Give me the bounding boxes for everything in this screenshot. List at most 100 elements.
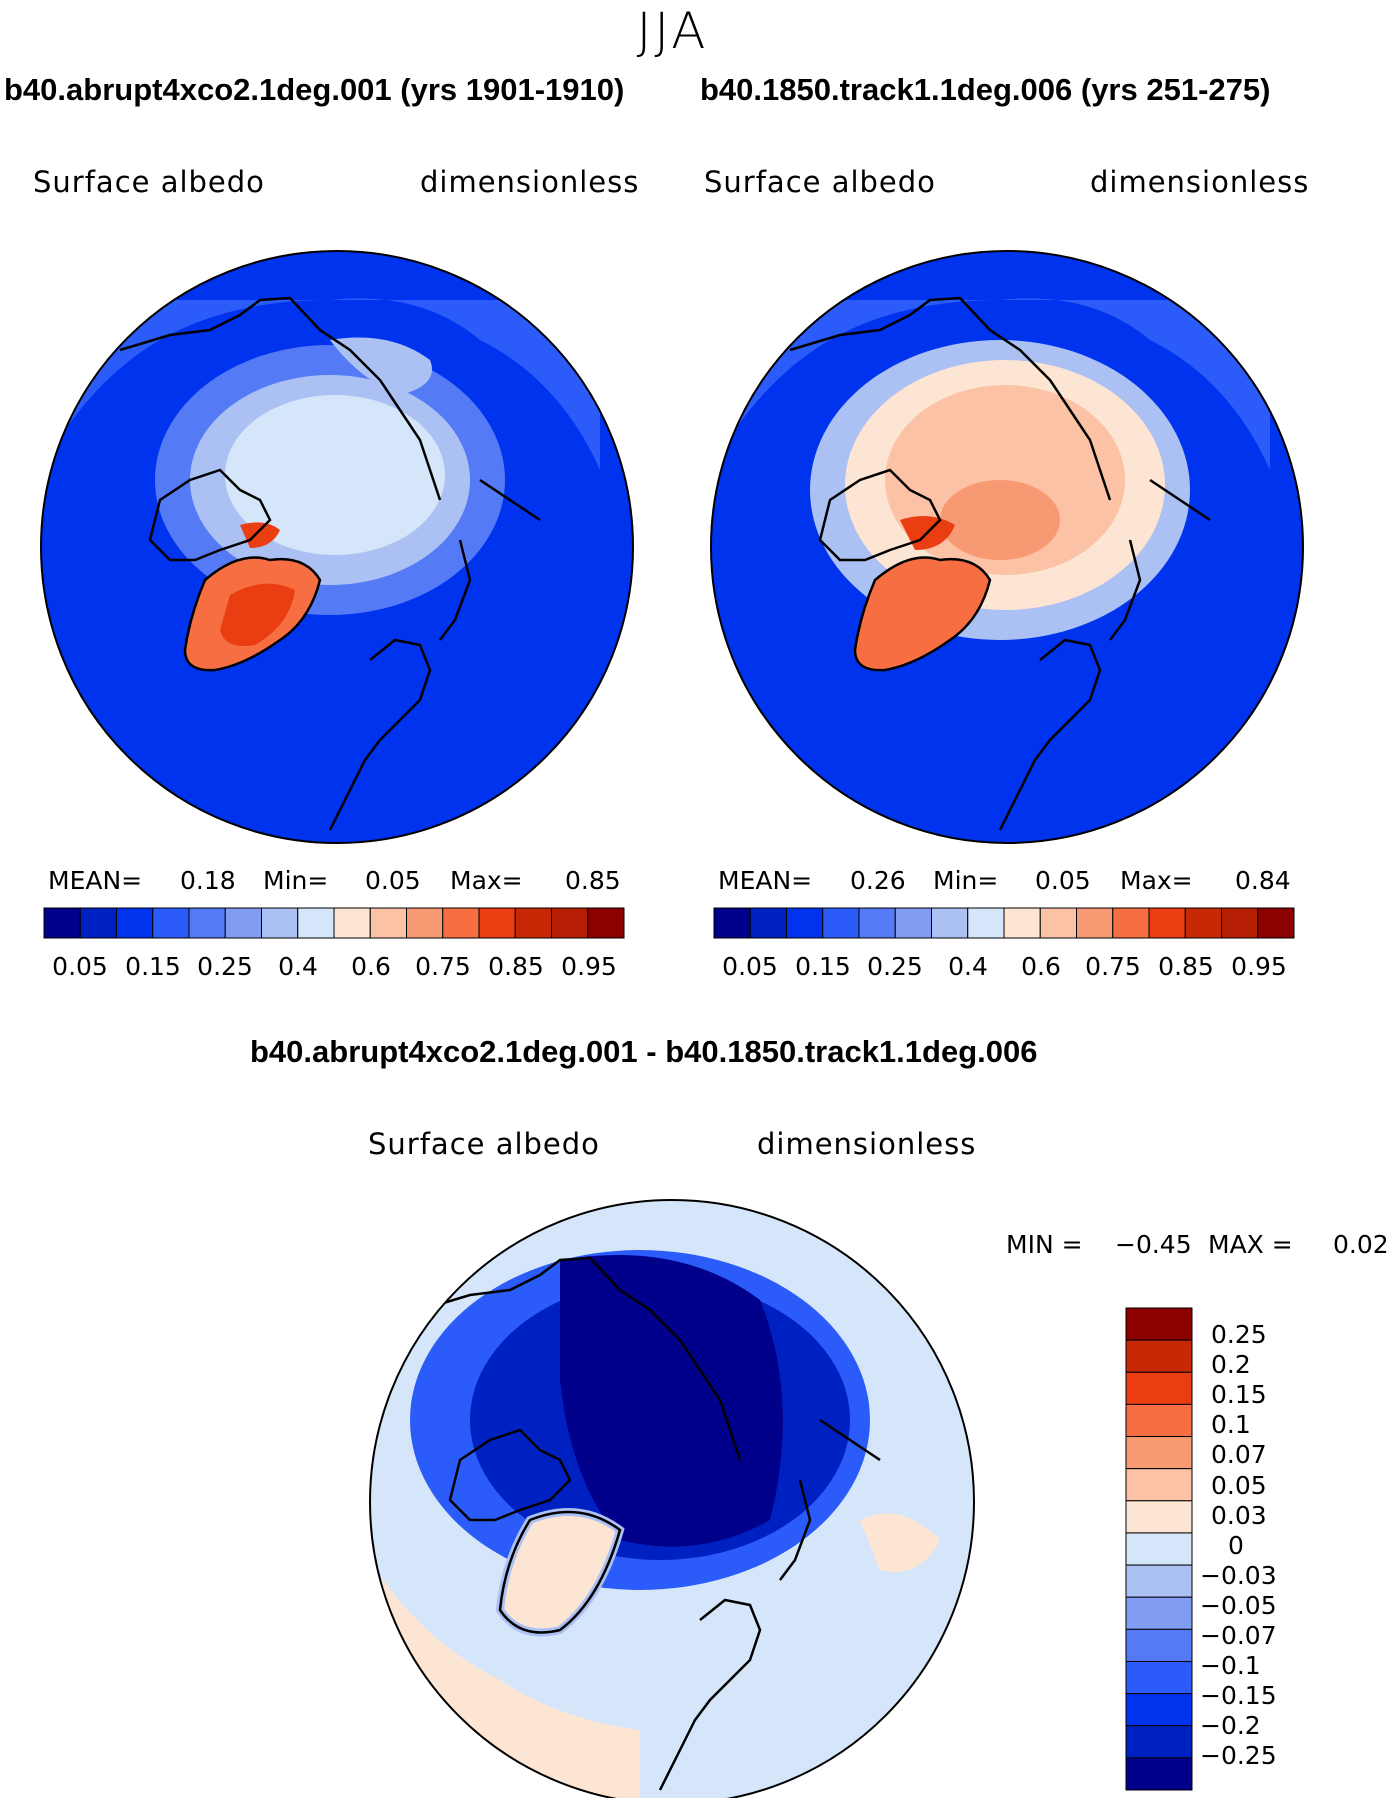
colorbar-segment bbox=[967, 907, 1005, 939]
panel2-max-label: Max= bbox=[1120, 866, 1193, 895]
panel1-title: b40.abrupt4xco2.1deg.001 (yrs 1901-1910) bbox=[4, 72, 625, 107]
panel1-mean-label: MEAN= bbox=[48, 866, 143, 895]
panel1-coast-russia bbox=[439, 478, 541, 641]
diff-tick: −0.15 bbox=[1200, 1681, 1277, 1710]
diff-tick: 0.07 bbox=[1211, 1440, 1267, 1469]
diff-max-label: MAX = bbox=[1208, 1230, 1293, 1259]
panel2-map-border bbox=[710, 250, 1304, 844]
panel1-coast-europe bbox=[328, 638, 432, 831]
colorbar-segment bbox=[261, 907, 299, 939]
panel2-tick: 0.75 bbox=[1085, 952, 1141, 981]
colorbar-segment bbox=[333, 907, 371, 939]
panel1-tick: 0.6 bbox=[351, 952, 391, 981]
panel2-coast-canada bbox=[818, 468, 942, 562]
colorbar-segment bbox=[822, 907, 860, 939]
diff-min-value: −0.45 bbox=[1115, 1230, 1192, 1259]
panel1-greenland-core bbox=[220, 583, 295, 646]
panel1-siberia-white bbox=[330, 337, 432, 395]
colorbar-segment bbox=[1221, 907, 1259, 939]
season-title: JJA bbox=[636, 2, 709, 60]
panel1-units: dimensionless bbox=[420, 165, 640, 199]
panel2-variable: Surface albedo bbox=[704, 165, 936, 199]
diff-coast-canada bbox=[448, 1428, 572, 1522]
panel1-min-label: Min= bbox=[263, 866, 329, 895]
panel1-tick: 0.25 bbox=[197, 952, 253, 981]
colorbar-segment bbox=[1125, 1757, 1193, 1791]
colorbar-segment bbox=[1125, 1403, 1193, 1438]
colorbar-segment bbox=[1125, 1436, 1193, 1470]
panel1-mean-value: 0.18 bbox=[180, 866, 236, 895]
diff-tick: −0.1 bbox=[1200, 1651, 1261, 1680]
diff-coast-russia bbox=[779, 1418, 881, 1581]
colorbar-segment bbox=[406, 907, 444, 939]
panel2-max-value: 0.84 bbox=[1235, 866, 1291, 895]
panel1-variable: Surface albedo bbox=[33, 165, 265, 199]
panel2-mean-value: 0.26 bbox=[850, 866, 906, 895]
colorbar-segment bbox=[43, 907, 81, 939]
diff-tick: 0 bbox=[1228, 1531, 1244, 1560]
colorbar-segment bbox=[858, 907, 896, 939]
diff-tick: −0.25 bbox=[1200, 1741, 1277, 1770]
panel1-colorbar bbox=[43, 907, 625, 939]
colorbar-segment bbox=[894, 907, 932, 939]
colorbar-segment bbox=[116, 907, 154, 939]
diff-positive-patch bbox=[860, 1513, 940, 1572]
colorbar-segment bbox=[931, 907, 969, 939]
panel2-coast-greenland bbox=[853, 556, 992, 672]
colorbar-segment bbox=[1125, 1628, 1193, 1662]
diff-arctic-core bbox=[560, 1255, 783, 1547]
panel1-coast-north bbox=[119, 296, 442, 501]
diff-tick: 0.2 bbox=[1211, 1350, 1251, 1379]
colorbar-segment bbox=[1125, 1660, 1193, 1695]
colorbar-segment bbox=[1125, 1564, 1193, 1598]
diff-tick: −0.2 bbox=[1200, 1711, 1261, 1740]
diff-coast-north bbox=[419, 1256, 742, 1461]
panel2-coast-north bbox=[789, 296, 1112, 501]
panel1-tick: 0.15 bbox=[125, 952, 181, 981]
colorbar-segment bbox=[1148, 907, 1186, 939]
diff-title: b40.abrupt4xco2.1deg.001 - b40.1850.trac… bbox=[250, 1034, 1038, 1069]
panel2-colorbar bbox=[713, 907, 1295, 939]
panel2-units: dimensionless bbox=[1090, 165, 1310, 199]
panel2-tick: 0.85 bbox=[1158, 952, 1214, 981]
diff-colorbar bbox=[1125, 1307, 1193, 1791]
panel1-tick: 0.05 bbox=[52, 952, 108, 981]
colorbar-segment bbox=[786, 907, 824, 939]
colorbar-segment bbox=[1125, 1371, 1193, 1405]
diff-tick: 0.15 bbox=[1211, 1380, 1267, 1409]
panel1-arctic-ice bbox=[225, 395, 445, 555]
colorbar-segment bbox=[1125, 1725, 1193, 1759]
diff-variable: Surface albedo bbox=[368, 1127, 600, 1161]
colorbar-segment bbox=[1125, 1596, 1193, 1630]
panel1-coast-canada bbox=[148, 468, 272, 562]
panel1-map-border bbox=[40, 250, 634, 844]
diff-tick: −0.03 bbox=[1200, 1561, 1277, 1590]
colorbar-segment bbox=[514, 907, 552, 939]
panel2-tick: 0.15 bbox=[795, 952, 851, 981]
colorbar-segment bbox=[152, 907, 190, 939]
colorbar-segment bbox=[1125, 1307, 1193, 1341]
diff-tick: 0.1 bbox=[1211, 1410, 1251, 1439]
diff-units: dimensionless bbox=[757, 1127, 977, 1161]
panel1-tick: 0.95 bbox=[561, 952, 617, 981]
diff-tick: 0.05 bbox=[1211, 1471, 1267, 1500]
panel2-greenland bbox=[855, 557, 990, 671]
colorbar-segment bbox=[1257, 907, 1295, 939]
panel1-tick: 0.85 bbox=[488, 952, 544, 981]
diff-greenland bbox=[500, 1512, 620, 1633]
panel1-coast-greenland bbox=[183, 556, 322, 672]
panel2-tick: 0.95 bbox=[1231, 952, 1287, 981]
panel2-mean-label: MEAN= bbox=[718, 866, 813, 895]
panel2-coast-russia bbox=[1109, 478, 1211, 641]
diff-tick: −0.05 bbox=[1200, 1591, 1277, 1620]
colorbar-segment bbox=[478, 907, 516, 939]
colorbar-segment bbox=[1125, 1339, 1193, 1373]
panel2-tick: 0.6 bbox=[1021, 952, 1061, 981]
panel2-min-value: 0.05 bbox=[1035, 866, 1091, 895]
panel1-max-value: 0.85 bbox=[565, 866, 621, 895]
colorbar-segment bbox=[1125, 1693, 1193, 1727]
diff-map-border bbox=[369, 1199, 975, 1798]
colorbar-segment bbox=[1125, 1468, 1193, 1502]
